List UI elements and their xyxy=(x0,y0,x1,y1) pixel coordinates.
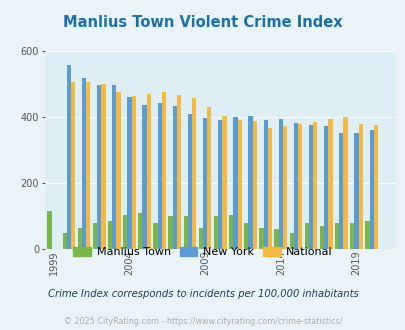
Bar xyxy=(146,94,151,249)
Text: Crime Index corresponds to incidents per 100,000 inhabitants: Crime Index corresponds to incidents per… xyxy=(47,289,358,299)
Bar xyxy=(162,92,166,249)
Bar xyxy=(349,223,354,249)
Bar xyxy=(237,120,241,249)
Bar xyxy=(116,92,120,249)
Bar xyxy=(297,124,302,249)
Bar xyxy=(263,120,267,249)
Bar xyxy=(358,124,362,249)
Bar xyxy=(177,95,181,249)
Bar xyxy=(274,229,278,249)
Bar xyxy=(202,118,207,249)
Bar xyxy=(168,216,172,249)
Bar xyxy=(138,213,142,249)
Bar xyxy=(172,106,177,249)
Bar xyxy=(97,85,101,249)
Bar xyxy=(312,122,317,249)
Bar xyxy=(252,121,256,249)
Bar xyxy=(93,223,97,249)
Bar xyxy=(278,119,282,249)
Bar xyxy=(308,125,312,249)
Bar xyxy=(77,228,82,249)
Bar xyxy=(207,107,211,249)
Bar xyxy=(364,221,369,249)
Bar xyxy=(127,97,131,249)
Bar xyxy=(248,116,252,249)
Bar xyxy=(222,116,226,249)
Bar xyxy=(47,211,51,249)
Bar xyxy=(243,223,248,249)
Bar xyxy=(142,105,146,249)
Bar xyxy=(293,123,297,249)
Bar xyxy=(213,216,217,249)
Bar xyxy=(228,214,233,249)
Legend: Manlius Town, New York, National: Manlius Town, New York, National xyxy=(68,243,337,262)
Bar xyxy=(82,78,86,249)
Bar xyxy=(62,233,66,249)
Bar xyxy=(282,126,286,249)
Bar xyxy=(369,130,373,249)
Bar xyxy=(354,133,358,249)
Bar xyxy=(289,233,293,249)
Bar xyxy=(373,125,377,249)
Bar xyxy=(198,228,202,249)
Bar xyxy=(188,114,192,249)
Bar xyxy=(112,85,116,249)
Bar xyxy=(71,82,75,249)
Bar xyxy=(66,65,71,249)
Bar xyxy=(157,103,162,249)
Bar xyxy=(328,119,332,249)
Bar xyxy=(304,223,308,249)
Bar xyxy=(319,226,323,249)
Bar xyxy=(343,117,347,249)
Text: © 2025 CityRating.com - https://www.cityrating.com/crime-statistics/: © 2025 CityRating.com - https://www.city… xyxy=(64,317,341,326)
Bar xyxy=(108,221,112,249)
Bar xyxy=(131,96,135,249)
Bar xyxy=(267,128,271,249)
Bar xyxy=(259,228,263,249)
Bar xyxy=(153,223,157,249)
Bar xyxy=(192,98,196,249)
Bar xyxy=(217,120,222,249)
Bar xyxy=(233,117,237,249)
Text: Manlius Town Violent Crime Index: Manlius Town Violent Crime Index xyxy=(63,15,342,30)
Bar xyxy=(123,214,127,249)
Bar xyxy=(183,216,188,249)
Bar xyxy=(339,133,343,249)
Bar xyxy=(101,84,105,249)
Bar xyxy=(86,82,90,249)
Bar xyxy=(334,223,339,249)
Bar xyxy=(323,126,328,249)
